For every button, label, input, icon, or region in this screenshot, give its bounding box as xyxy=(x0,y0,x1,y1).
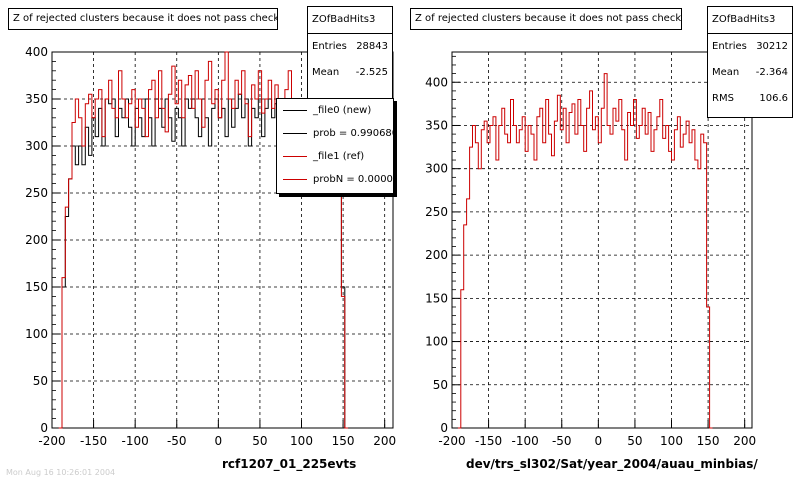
left-plot-title: Z of rejected clusters because it does n… xyxy=(8,8,278,30)
right-stats-mean-value: -2.364 xyxy=(755,67,788,78)
y-tick-label: 300 xyxy=(425,162,448,176)
y-tick-label: 300 xyxy=(25,139,48,153)
legend-label: _file1 (ref) xyxy=(313,151,365,162)
x-tick-label: 50 xyxy=(627,434,642,448)
right-stats-mean-label: Mean xyxy=(712,67,740,78)
y-tick-label: 50 xyxy=(433,378,448,392)
left-stats-entries-value: 28843 xyxy=(356,41,388,52)
right-stats-rms-row: RMS 106.6 xyxy=(708,86,792,112)
x-tick-label: 150 xyxy=(697,434,720,448)
legend-entry: prob = 0.990680 xyxy=(277,122,393,145)
left-stats-entries-row: Entries 28843 xyxy=(308,34,392,60)
x-tick-label: 50 xyxy=(252,434,267,448)
y-tick-label: 50 xyxy=(33,374,48,388)
y-tick-label: 100 xyxy=(25,327,48,341)
right-stats-entries-label: Entries xyxy=(712,41,747,52)
left-stats-entries-label: Entries xyxy=(312,41,347,52)
x-tick-label: 0 xyxy=(595,434,603,448)
right-stats-rms-label: RMS xyxy=(712,93,734,104)
y-tick-label: 100 xyxy=(425,335,448,349)
left-stats-mean-row: Mean -2.525 xyxy=(308,60,392,86)
legend-label: prob = 0.990680 xyxy=(313,128,394,139)
left-x-axis-title: rcf1207_01_225evts xyxy=(222,457,357,471)
right-stats-entries-value: 30212 xyxy=(756,41,788,52)
legend-entry: probN = 0.000000 xyxy=(277,168,393,191)
right-x-axis-title: dev/trs_sl302/Sat/year_2004/auau_minbias… xyxy=(466,457,758,471)
x-tick-label: 200 xyxy=(733,434,756,448)
y-tick-label: 250 xyxy=(425,205,448,219)
y-tick-label: 150 xyxy=(425,291,448,305)
left-stats-mean-value: -2.525 xyxy=(355,67,388,78)
x-tick-label: -200 xyxy=(438,434,465,448)
legend-label: probN = 0.000000 xyxy=(313,174,393,185)
y-tick-label: 400 xyxy=(25,45,48,59)
x-tick-label: 200 xyxy=(373,434,396,448)
y-tick-label: 200 xyxy=(25,233,48,247)
x-tick-label: 150 xyxy=(332,434,355,448)
footer-timestamp: Mon Aug 16 10:26:01 2004 xyxy=(6,468,115,477)
left-stats-name: ZOfBadHits3 xyxy=(308,7,392,34)
y-tick-label: 350 xyxy=(425,118,448,132)
y-tick-label: 250 xyxy=(25,186,48,200)
y-tick-label: 400 xyxy=(425,75,448,89)
legend-entry: _file1 (ref) xyxy=(277,145,393,168)
y-tick-label: 0 xyxy=(440,421,448,435)
x-tick-label: -150 xyxy=(80,434,107,448)
right-stats-box: ZOfBadHits3 Entries 30212 Mean -2.364 RM… xyxy=(707,6,793,118)
y-tick-label: 350 xyxy=(25,92,48,106)
x-tick-label: -50 xyxy=(552,434,572,448)
x-tick-label: 100 xyxy=(290,434,313,448)
x-tick-label: -50 xyxy=(167,434,187,448)
right-stats-mean-row: Mean -2.364 xyxy=(708,60,792,86)
right-histogram-plot: -200 -150 -100 -50 0 50 100 150 200 0 50 100 150 200 2… xyxy=(425,51,756,448)
x-tick-label: 0 xyxy=(215,434,223,448)
x-tick-label: -150 xyxy=(475,434,502,448)
y-tick-label: 0 xyxy=(40,421,48,435)
right-stats-rms-value: 106.6 xyxy=(759,93,788,104)
right-stats-entries-row: Entries 30212 xyxy=(708,34,792,60)
left-legend: _file0 (new) prob = 0.990680 _file1 (ref… xyxy=(276,98,394,194)
x-tick-label: -200 xyxy=(38,434,65,448)
left-stats-mean-label: Mean xyxy=(312,67,340,78)
right-stats-name: ZOfBadHits3 xyxy=(708,7,792,34)
right-plot-title: Z of rejected clusters because it does n… xyxy=(410,8,682,30)
legend-label: _file0 (new) xyxy=(313,105,372,116)
x-tick-label: -100 xyxy=(122,434,149,448)
x-tick-label: -100 xyxy=(512,434,539,448)
histogram-series xyxy=(457,73,713,429)
y-tick-label: 150 xyxy=(25,280,48,294)
y-tick-label: 200 xyxy=(425,248,448,262)
x-tick-label: 100 xyxy=(660,434,683,448)
legend-entry: _file0 (new) xyxy=(277,99,393,122)
